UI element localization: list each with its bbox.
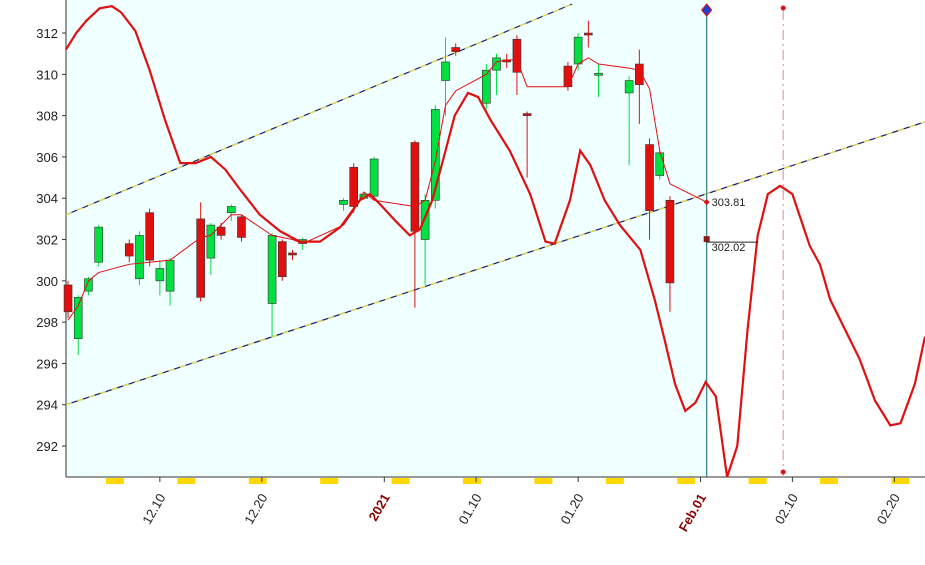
y-tick-label: 292 (36, 439, 58, 454)
y-tick-label: 312 (36, 26, 58, 41)
candle-body (584, 32, 593, 36)
y-tick-label: 304 (36, 191, 58, 206)
weekend-mark (820, 478, 838, 484)
candle-body (645, 144, 654, 211)
x-tick-label: 02.10 (772, 491, 801, 527)
candle-body (216, 226, 226, 236)
x-tick-label: 2021 (365, 491, 392, 524)
candle-body (196, 218, 205, 298)
y-tick-label: 296 (36, 356, 58, 371)
candle-body (594, 73, 603, 76)
weekend-mark (463, 478, 481, 484)
y-tick-label: 308 (36, 109, 58, 124)
candle-body (655, 152, 665, 176)
candle-body (124, 243, 134, 257)
candle-body (431, 109, 440, 201)
y-tick-label: 310 (36, 67, 58, 82)
weekend-mark (320, 478, 339, 484)
vertical-end (780, 5, 786, 11)
weekend-mark (534, 478, 553, 484)
trendline-dash (65, 3, 573, 216)
vertical-end (780, 469, 786, 475)
candle-body (482, 69, 491, 104)
trendline (65, 121, 925, 406)
line-series (65, 5, 925, 478)
candle-body (277, 241, 287, 278)
weekend-mark (748, 478, 767, 484)
weekend-mark (605, 478, 624, 484)
weekend-mark (106, 478, 124, 484)
x-tick-label: 12.10 (139, 491, 168, 527)
price-marker (703, 236, 710, 243)
candle-body (624, 80, 634, 94)
candle-body (573, 36, 583, 65)
candle-body (369, 158, 379, 197)
candle-body (410, 142, 420, 232)
y-tick-label: 300 (36, 274, 58, 289)
weekend-mark (248, 478, 267, 484)
candle-body (512, 38, 522, 73)
price-label: 302.02 (712, 242, 746, 254)
weekend-mark (391, 478, 410, 484)
candle-body (635, 63, 644, 85)
weekend-mark (677, 478, 696, 484)
candle-body (165, 259, 175, 292)
weekend-mark (177, 478, 196, 484)
candle-body (522, 113, 532, 116)
x-tick-label: 01.20 (557, 491, 586, 527)
x-tick-label: 12.20 (241, 491, 270, 527)
candle-body (226, 206, 236, 213)
y-tick-label: 302 (36, 233, 58, 248)
candle-body (665, 199, 675, 284)
candle-body (492, 57, 501, 71)
candle-body (441, 61, 450, 81)
price-marker (703, 199, 710, 206)
history-shade (66, 0, 707, 477)
vertical-diamond (701, 3, 713, 17)
x-tick-label: 01.10 (455, 491, 484, 527)
candle-body (563, 65, 573, 88)
price-label: 303.81 (712, 197, 746, 209)
candle-body (349, 166, 358, 207)
candle-body (94, 226, 103, 263)
candle-body (73, 297, 83, 339)
line-series (67, 57, 707, 321)
weekend-mark (891, 478, 910, 484)
candle-body (135, 235, 144, 280)
candle-body (339, 199, 348, 205)
candle-body (63, 284, 73, 313)
y-tick-label: 298 (36, 315, 58, 330)
y-tick-label: 306 (36, 150, 58, 165)
x-tick-label: Feb.01 (676, 491, 710, 534)
x-tick-label: 02.20 (874, 491, 903, 527)
candle-body (155, 268, 165, 282)
candle-body (451, 47, 461, 52)
candle-body (267, 235, 277, 304)
candle-body (145, 212, 154, 261)
y-tick-label: 294 (36, 398, 58, 413)
candle-body (237, 216, 246, 238)
candle-body (288, 252, 297, 256)
candle-body (84, 278, 93, 292)
candle-body (206, 224, 216, 259)
